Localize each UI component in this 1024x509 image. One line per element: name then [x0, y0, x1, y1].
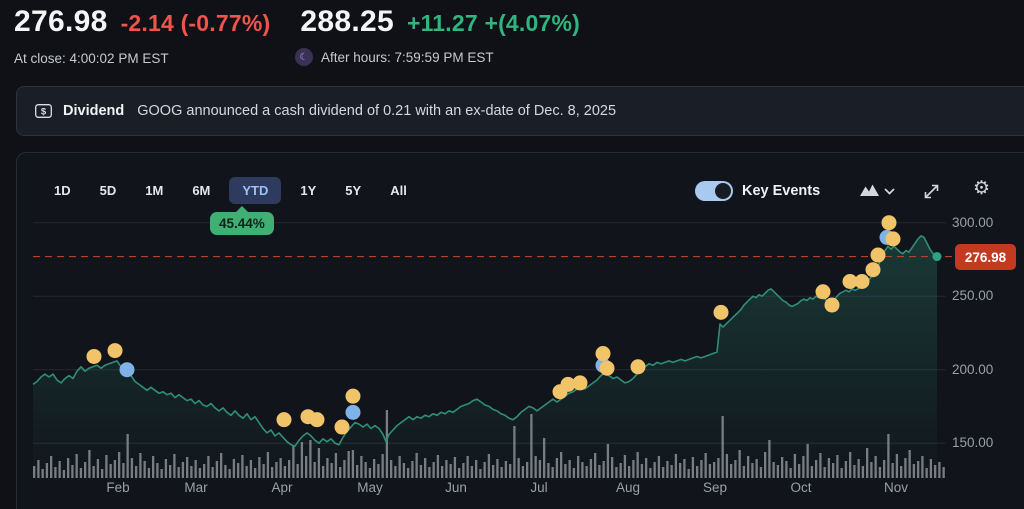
key-event-dot-blue	[345, 404, 361, 420]
x-axis-label: Sep	[702, 480, 728, 495]
key-event-dot-yellow	[842, 274, 858, 289]
key-events-toggle[interactable]	[695, 181, 733, 201]
key-event-dot-yellow	[630, 359, 646, 375]
chart-type-icon	[860, 184, 879, 196]
key-event-dot-yellow	[107, 343, 123, 359]
after-hours-change: +11.27 +(4.07%)	[406, 10, 581, 36]
moon-icon: ☾	[295, 48, 313, 66]
x-axis-label: Feb	[106, 480, 130, 495]
fullscreen-button[interactable]	[923, 183, 940, 200]
range-tab-6m[interactable]: 6M	[192, 183, 211, 198]
x-axis-label: Oct	[790, 480, 812, 495]
price-change: -2.14 (-0.77%)	[120, 10, 271, 36]
after-hours-label: After hours: 7:59:59 PM EST	[321, 49, 494, 65]
range-tabs: 1D 5D 1M 6M YTD 1Y 5Y All	[44, 177, 417, 204]
expand-icon	[924, 184, 939, 199]
x-axis-label: Mar	[184, 480, 208, 495]
key-event-dot-yellow	[560, 376, 576, 392]
last-price: 276.98	[14, 5, 108, 38]
quote-header: 276.98 -2.14 (-0.77%) 288.25 +11.27 +(4.…	[14, 5, 580, 39]
x-axis-label: Nov	[883, 480, 909, 495]
settings-button[interactable]: ⚙	[973, 178, 991, 199]
x-axis-label: Jun	[445, 480, 467, 495]
banner-title: Dividend	[63, 103, 125, 119]
after-hours-price: 288.25	[300, 5, 394, 38]
range-tab-1y[interactable]: 1Y	[300, 183, 317, 198]
chart-type-dropdown[interactable]	[884, 188, 895, 195]
volume-bar	[942, 467, 945, 478]
key-event-dot-yellow	[824, 297, 840, 313]
x-axis-label: Aug	[615, 480, 641, 495]
key-event-dot-yellow	[309, 412, 325, 428]
dividend-banner[interactable]: $ Dividend GOOG announced a cash dividen…	[16, 86, 1024, 136]
range-tab-5d[interactable]: 5D	[99, 183, 117, 198]
key-event-dot-yellow	[881, 215, 897, 231]
last-price-dot	[932, 252, 942, 262]
y-axis-label: 200.00	[952, 361, 994, 377]
key-event-dot-yellow	[854, 274, 870, 289]
x-axis-label: May	[357, 480, 383, 495]
range-return-badge: 45.44%	[210, 206, 274, 235]
range-tab-1m[interactable]: 1M	[145, 183, 164, 198]
current-price-tag: 276.98	[955, 244, 1016, 270]
key-event-dot-yellow	[870, 247, 886, 263]
y-axis-label: 300.00	[952, 214, 994, 230]
volume-bar	[938, 462, 941, 478]
y-axis-label: 150.00	[952, 435, 994, 451]
key-event-dot-yellow	[599, 360, 615, 376]
key-event-dot-yellow	[885, 231, 901, 247]
key-event-dot-blue	[119, 362, 135, 378]
settings-gear-icon: ⚙	[973, 178, 991, 199]
key-event-dot-yellow	[595, 346, 611, 362]
x-axis-label: Apr	[271, 480, 293, 495]
key-event-dot-yellow	[572, 375, 588, 391]
key-event-dot-yellow	[276, 412, 292, 428]
key-event-dot-yellow	[815, 284, 831, 300]
banner-text: GOOG announced a cash dividend of 0.21 w…	[137, 103, 617, 119]
y-axis-label: 250.00	[952, 288, 994, 304]
svg-text:$: $	[41, 106, 47, 117]
range-tab-5y[interactable]: 5Y	[345, 183, 362, 198]
key-event-dot-yellow	[334, 419, 350, 435]
price-line	[32, 235, 938, 447]
chart-type-button[interactable]	[860, 183, 880, 197]
price-area-fill	[33, 235, 937, 476]
chevron-down-icon	[884, 188, 895, 195]
key-events-label: Key Events	[742, 183, 821, 199]
after-hours-row: ☾ After hours: 7:59:59 PM EST	[295, 48, 494, 66]
range-tab-1d[interactable]: 1D	[54, 183, 71, 198]
key-event-dot-yellow	[345, 388, 361, 404]
toggle-knob	[715, 183, 731, 199]
range-tab-all[interactable]: All	[390, 183, 407, 198]
dividend-cash-icon: $	[35, 104, 52, 118]
range-tab-ytd[interactable]: YTD	[229, 177, 282, 204]
x-axis-label: Jul	[530, 480, 548, 495]
key-event-dot-yellow	[865, 262, 881, 278]
at-close-label: At close: 4:00:02 PM EST	[14, 51, 169, 66]
key-event-dot-yellow	[713, 304, 729, 320]
key-event-dot-yellow	[86, 348, 102, 364]
